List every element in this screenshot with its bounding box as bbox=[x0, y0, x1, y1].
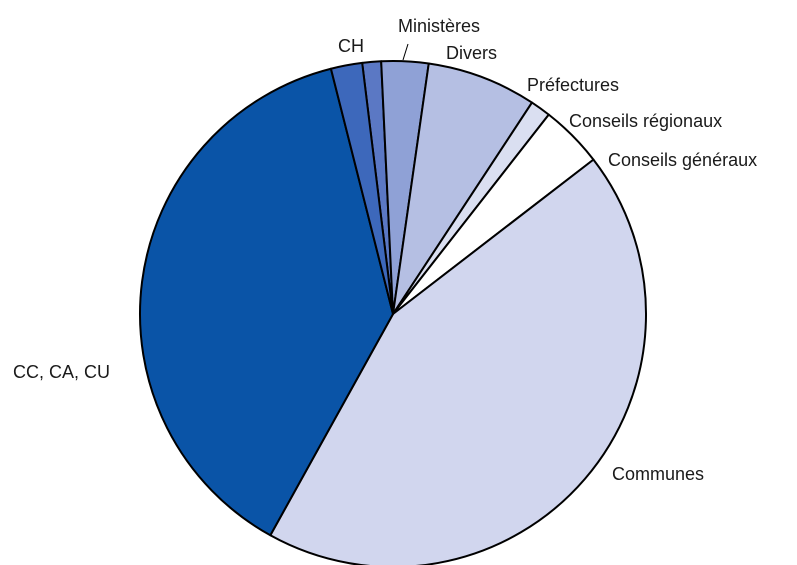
slice-label-communes: Communes bbox=[612, 464, 704, 484]
slice-label-ministeres: Ministères bbox=[398, 16, 480, 36]
slice-label-prefectures: Préfectures bbox=[527, 75, 619, 95]
slice-label-cc-ca-cu: CC, CA, CU bbox=[13, 362, 110, 382]
slice-label-conseils-regionaux: Conseils régionaux bbox=[569, 111, 722, 131]
slice-label-ch: CH bbox=[338, 36, 364, 56]
ministeres-leader-line bbox=[403, 44, 408, 60]
slice-label-divers: Divers bbox=[446, 43, 497, 63]
slice-label-conseils-generaux: Conseils généraux bbox=[608, 150, 757, 170]
pie-slices bbox=[140, 61, 646, 565]
